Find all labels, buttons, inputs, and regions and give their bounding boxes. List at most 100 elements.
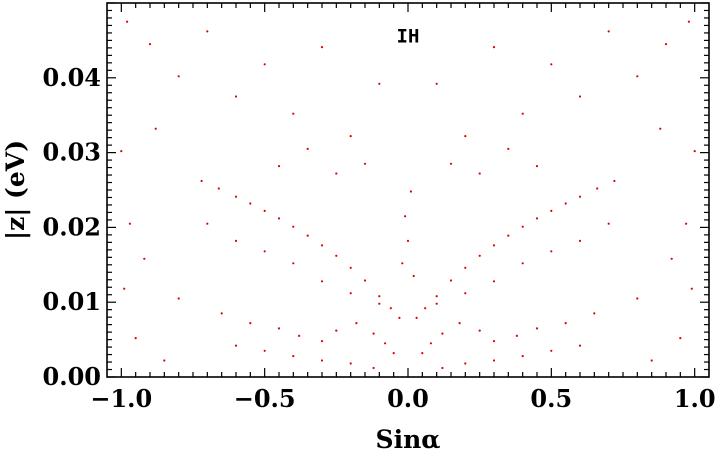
data-point xyxy=(292,225,295,228)
data-point xyxy=(449,162,453,165)
data-point xyxy=(593,312,596,315)
data-point xyxy=(664,43,668,46)
data-point xyxy=(389,307,392,310)
data-point xyxy=(306,234,309,237)
data-point xyxy=(492,244,496,247)
data-point xyxy=(349,362,352,365)
data-point xyxy=(177,297,180,300)
data-point xyxy=(607,30,610,33)
data-point xyxy=(355,322,358,325)
data-point xyxy=(206,30,209,33)
data-point xyxy=(363,162,367,165)
data-point xyxy=(421,352,424,355)
data-point xyxy=(687,20,691,23)
data-point xyxy=(263,250,266,253)
data-point xyxy=(507,234,510,237)
data-point xyxy=(492,46,496,49)
data-point xyxy=(515,334,519,337)
data-point xyxy=(685,222,688,225)
data-point xyxy=(521,225,524,228)
data-point xyxy=(163,359,166,362)
data-point xyxy=(550,349,553,352)
y-tick-label: 0.04 xyxy=(43,63,101,92)
data-point xyxy=(372,366,375,370)
data-point xyxy=(148,43,152,46)
data-point xyxy=(492,340,496,343)
data-point xyxy=(578,239,582,242)
data-point xyxy=(249,202,252,205)
data-point xyxy=(521,112,524,115)
data-point xyxy=(177,75,180,78)
data-point xyxy=(128,222,131,225)
data-point xyxy=(320,244,324,247)
data-point xyxy=(650,359,653,362)
data-point xyxy=(409,190,412,193)
data-point xyxy=(550,250,553,253)
data-point xyxy=(292,262,295,265)
y-tick-label: 0.01 xyxy=(43,287,101,316)
data-point xyxy=(306,147,309,150)
data-point xyxy=(120,150,123,153)
x-axis-title: Sinα xyxy=(376,425,441,454)
data-point xyxy=(578,344,582,347)
data-point xyxy=(464,135,467,138)
data-point xyxy=(636,297,639,300)
data-point xyxy=(492,280,496,283)
data-point xyxy=(263,349,266,352)
data-point xyxy=(564,322,567,325)
data-point xyxy=(335,329,338,332)
data-point xyxy=(613,179,616,183)
plot-frame xyxy=(106,2,710,378)
data-point xyxy=(378,302,381,305)
data-point xyxy=(478,172,481,175)
y-tick-label: 0.00 xyxy=(43,362,101,391)
data-point xyxy=(693,150,696,153)
data-point xyxy=(550,209,553,212)
ticks-layer xyxy=(107,2,709,378)
data-point xyxy=(392,352,395,355)
data-point xyxy=(234,239,238,242)
data-point xyxy=(435,295,438,298)
data-point xyxy=(398,316,401,319)
data-point xyxy=(429,342,432,345)
data-point xyxy=(564,202,567,205)
data-point xyxy=(478,329,481,332)
plot-annotation: IH xyxy=(397,26,420,48)
x-tick-label: 1.0 xyxy=(674,384,716,413)
data-point xyxy=(690,287,693,290)
data-point xyxy=(200,179,203,183)
data-point xyxy=(277,217,281,220)
data-point xyxy=(458,322,461,325)
data-point xyxy=(521,262,524,265)
y-axis-title: |z| (eV) xyxy=(1,140,30,240)
x-tick-label: −1.0 xyxy=(90,384,152,413)
data-point xyxy=(134,337,137,340)
data-point xyxy=(292,355,295,358)
data-point xyxy=(154,127,157,130)
data-point xyxy=(424,307,427,310)
data-point xyxy=(670,257,673,260)
data-point xyxy=(441,366,444,370)
data-point xyxy=(143,257,146,260)
points-layer xyxy=(120,20,696,370)
data-point xyxy=(234,344,238,347)
data-point xyxy=(123,287,126,290)
data-point xyxy=(363,279,367,282)
data-point xyxy=(292,112,295,115)
data-point xyxy=(578,195,582,198)
data-point xyxy=(320,46,324,49)
data-point xyxy=(679,337,682,340)
data-point xyxy=(206,222,209,225)
data-point xyxy=(550,63,553,66)
data-point xyxy=(636,75,639,78)
data-point xyxy=(349,292,352,295)
data-point xyxy=(335,172,338,175)
data-point xyxy=(435,82,438,85)
data-point xyxy=(384,342,387,345)
data-point xyxy=(277,165,281,168)
y-tick-label: 0.03 xyxy=(43,138,101,167)
data-point xyxy=(404,215,407,218)
x-tick-label: 0.0 xyxy=(387,384,429,413)
y-tick-label: 0.02 xyxy=(43,212,101,241)
